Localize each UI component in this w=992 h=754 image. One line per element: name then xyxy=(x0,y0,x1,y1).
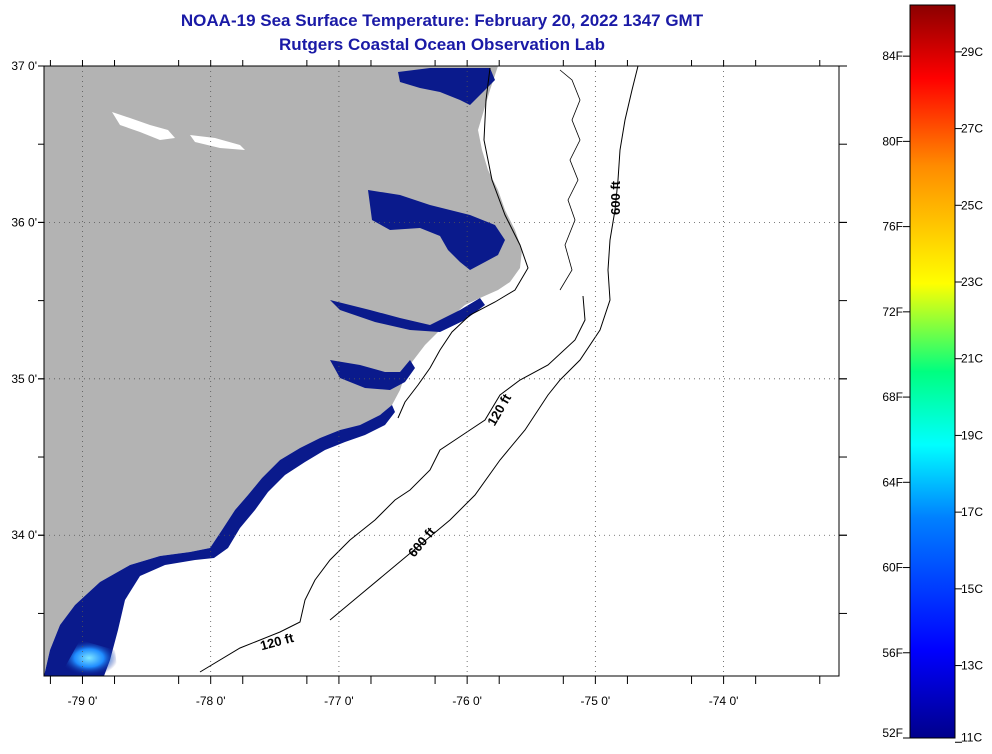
lon-label-3: -76 0' xyxy=(452,694,482,708)
colorbar-c-label-1: 27C xyxy=(961,122,983,136)
colorbar-f-label-1: 80F xyxy=(882,134,903,148)
grid-lines xyxy=(44,65,839,676)
colorbar-c-label-7: 15C xyxy=(961,582,983,596)
neuse-river xyxy=(330,298,485,332)
colorbar-f-label-8: 52F xyxy=(882,726,903,740)
colorbar-c-label-0: 29C xyxy=(961,45,983,59)
shelf-features xyxy=(559,69,581,291)
colorbar-f-label-6: 60F xyxy=(882,561,903,575)
colorbar-f-label-7: 56F xyxy=(882,646,903,660)
colorbar-f-label-2: 76F xyxy=(882,220,903,234)
lon-label-1: -78 0' xyxy=(196,694,226,708)
map-border xyxy=(43,65,840,677)
colorbar xyxy=(909,4,956,739)
lat-label-1: 36 0' xyxy=(11,215,37,229)
outer-banks xyxy=(397,67,529,419)
lon-label-5: -74 0' xyxy=(709,694,739,708)
lon-label-2: -77 0' xyxy=(324,694,354,708)
colorbar-c-label-6: 17C xyxy=(961,505,983,519)
map-subtitle: Rutgers Coastal Ocean Observation Lab xyxy=(279,35,605,54)
contour-label-600ft-north: 600 ft xyxy=(608,180,623,215)
core-sound xyxy=(330,360,415,390)
pamlico-sound xyxy=(368,190,505,270)
contour-120ft xyxy=(199,295,586,673)
colorbar-c-label-4: 21C xyxy=(961,352,983,366)
colorbar-c-label-3: 23C xyxy=(961,275,983,289)
cold-coastal-band xyxy=(44,405,395,676)
colorbar-f-label-4: 68F xyxy=(882,390,903,404)
colorbar-f-label-0: 84F xyxy=(882,49,903,63)
inland-lakes xyxy=(112,112,245,150)
warm-spot xyxy=(60,640,118,676)
lon-label-0: -79 0' xyxy=(68,694,98,708)
colorbar-c-label-9: 11C xyxy=(961,730,982,744)
lat-label-2: 35 0' xyxy=(11,372,37,386)
colorbar-f-label-3: 72F xyxy=(882,305,903,319)
lat-label-3: 34 0' xyxy=(11,528,37,542)
lat-label-0: 37 0' xyxy=(11,59,37,73)
colorbar-ticks: 84F 80F 76F 72F 68F 64F 60F 56F 52F 29C 27C 25C 23C 2… xyxy=(882,45,983,744)
colorbar-c-label-2: 25C xyxy=(961,198,983,212)
contour-600ft xyxy=(329,66,639,621)
axis-ticks: -79 0' -78 0' -77 0' -76 0' -75 0' -74 0' 37 0… xyxy=(11,59,847,708)
albemarle-sound xyxy=(398,68,495,105)
colorbar-c-label-5: 19C xyxy=(961,428,983,442)
map-title: NOAA-19 Sea Surface Temperature: Februar… xyxy=(180,11,704,30)
colorbar-c-label-8: 13C xyxy=(961,659,983,673)
lon-label-4: -75 0' xyxy=(581,694,611,708)
colorbar-f-label-5: 64F xyxy=(882,475,903,489)
